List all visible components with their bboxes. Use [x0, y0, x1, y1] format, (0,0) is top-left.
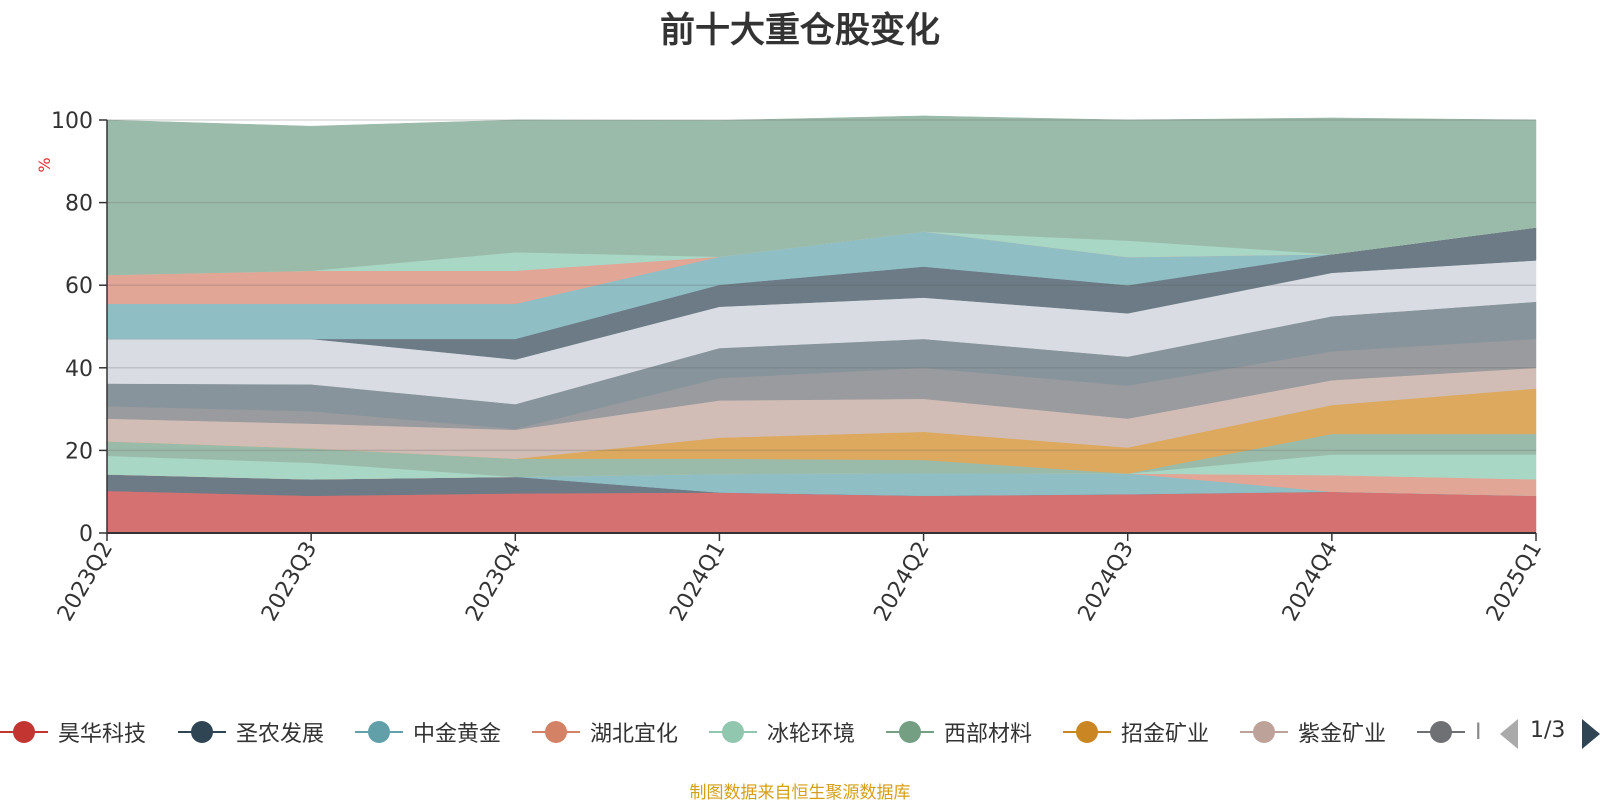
legend-item-6[interactable]: 西部材料 — [886, 715, 1032, 749]
legend-pager: 1/3 — [1500, 716, 1600, 750]
legend-label: 冰轮环境 — [767, 722, 856, 747]
y-tick-label-20: 20 — [65, 439, 93, 464]
chart-title: 前十大重仓股变化 — [659, 11, 940, 51]
area-series-1 — [106, 490, 1537, 534]
y-tick-label-0: 0 — [79, 522, 93, 547]
legend-marker-icon — [886, 715, 934, 749]
x-tick-label-2023Q4: 2023Q4 — [461, 538, 526, 626]
legend-item-2[interactable]: 圣农发展 — [178, 715, 324, 749]
y-axis-unit-label: % — [35, 157, 54, 172]
legend-marker-icon — [355, 715, 403, 749]
legend-label: 昊华科技 — [58, 722, 147, 747]
x-tick-label-2024Q4: 2024Q4 — [1278, 538, 1343, 626]
legend-label: 圣农发展 — [236, 722, 325, 747]
legend-label: 西部材料 — [944, 722, 1033, 747]
legend-marker-icon — [1240, 715, 1288, 749]
legend-label: 紫金矿业 — [1298, 722, 1387, 747]
legend-item-5[interactable]: 冰轮环境 — [709, 715, 855, 749]
chart-legend: 昊华科技 圣农发展 中金黄金 湖北宜化 冰轮环境 西部材料 招金矿业 紫金矿业 I — [0, 715, 1490, 749]
legend-marker-icon — [178, 715, 226, 749]
x-tick-label-2024Q1: 2024Q1 — [665, 538, 730, 626]
legend-item-1[interactable]: 昊华科技 — [0, 715, 146, 749]
legend-marker-icon — [532, 715, 580, 749]
legend-item-8[interactable]: 紫金矿业 — [1240, 715, 1386, 749]
legend-label: 招金矿业 — [1121, 722, 1210, 747]
legend-page-indicator: 1/3 — [1530, 718, 1566, 743]
legend-label: I — [1475, 719, 1482, 745]
legend-marker-icon — [0, 715, 48, 749]
legend-item-3[interactable]: 中金黄金 — [355, 715, 501, 749]
area-series-group — [106, 115, 1537, 534]
legend-marker-icon — [1063, 715, 1111, 749]
x-tick-label-2025Q1: 2025Q1 — [1482, 538, 1547, 626]
legend-item-9[interactable]: I — [1417, 715, 1482, 749]
y-tick-label-100: 100 — [51, 109, 93, 134]
legend-prev-page-icon[interactable] — [1500, 719, 1518, 749]
y-tick-label-80: 80 — [65, 192, 93, 217]
data-source-note: 制图数据来自恒生聚源数据库 — [689, 783, 911, 803]
y-tick-label-40: 40 — [65, 357, 93, 382]
x-tick-label-2023Q2: 2023Q2 — [53, 538, 118, 626]
x-tick-label-2023Q3: 2023Q3 — [257, 538, 322, 626]
legend-item-4[interactable]: 湖北宜化 — [532, 715, 678, 749]
legend-marker-icon — [709, 715, 757, 749]
legend-marker-icon — [1417, 715, 1465, 749]
x-tick-label-2024Q3: 2024Q3 — [1074, 538, 1139, 626]
area-series-16 — [106, 115, 1537, 276]
stacked-area-chart: 0 20 40 60 80 100% 2023Q2 2023Q3 2023Q4 2024Q1 202… — [35, 109, 1547, 626]
x-tick-label-2024Q2: 2024Q2 — [869, 538, 934, 626]
legend-label: 中金黄金 — [413, 722, 502, 747]
legend-next-page-icon[interactable] — [1582, 719, 1600, 749]
y-tick-label-60: 60 — [65, 274, 93, 299]
legend-item-7[interactable]: 招金矿业 — [1063, 715, 1209, 749]
legend-label: 湖北宜化 — [590, 722, 679, 747]
